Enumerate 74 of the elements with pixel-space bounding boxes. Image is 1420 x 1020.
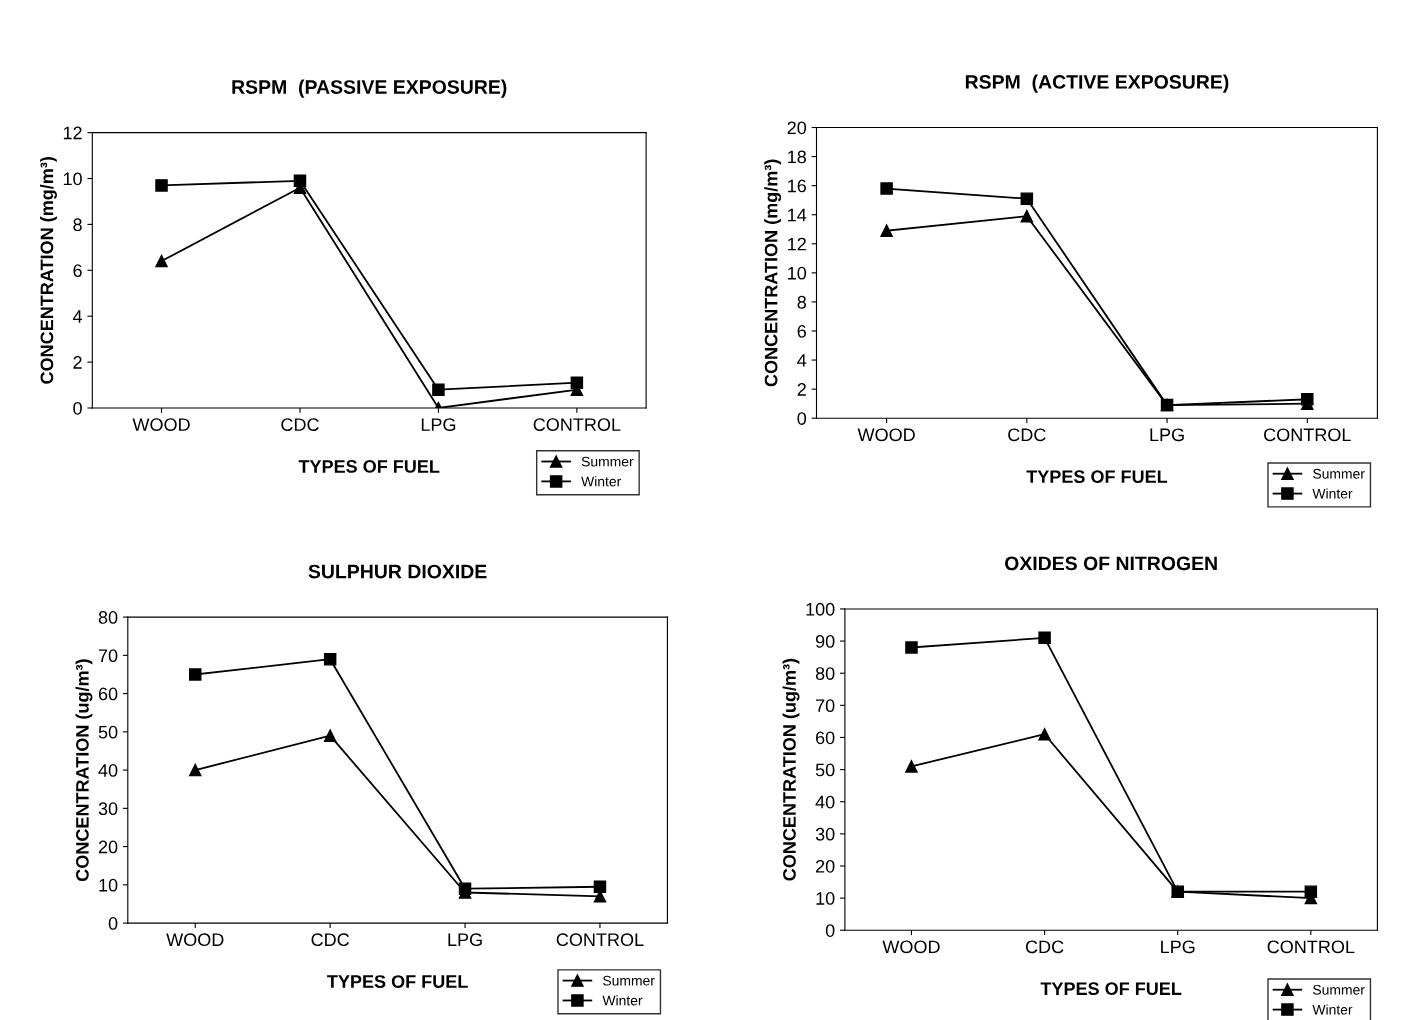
legend-label: Winter (581, 476, 622, 487)
y-tick-label: 18 (788, 150, 806, 164)
y-tick-label: 100 (806, 602, 835, 616)
y-tick-label: 0 (108, 917, 118, 930)
y-tick-label: 10 (788, 266, 807, 280)
x-tick-label: WOOD (857, 428, 915, 442)
x-axis-title: TYPES OF FUEL (327, 975, 468, 988)
x-tick-label: LPG (421, 418, 456, 431)
y-tick-label: 6 (797, 324, 806, 338)
x-tick-label: CONTROL (1267, 940, 1355, 954)
x-tick-label: WOOD (132, 418, 190, 431)
chart-title: RSPM (PASSIVE EXPOSURE) (232, 79, 507, 98)
y-tick-label: 40 (98, 764, 118, 777)
y-tick-label: 50 (815, 763, 835, 777)
x-tick-label: CDC (311, 933, 350, 947)
y-tick-label: 70 (816, 699, 835, 713)
chart-title: SULPHUR DIOXIDE (308, 564, 487, 579)
x-tick-label: LPG (1150, 428, 1184, 442)
y-tick-label: 12 (63, 126, 82, 140)
y-tick-label: 0 (825, 924, 835, 937)
x-axis-title: TYPES OF FUEL (1026, 470, 1168, 484)
x-axis-title: TYPES OF FUEL (1040, 982, 1182, 996)
y-tick-label: 4 (797, 354, 807, 367)
y-tick-label: 10 (99, 878, 118, 892)
y-tick-label: 0 (73, 401, 82, 415)
y-tick-label: 80 (98, 611, 118, 624)
y-tick-label: 6 (73, 264, 82, 278)
x-tick-label: WOOD (166, 933, 224, 947)
x-tick-label: LPG (1161, 940, 1195, 954)
y-tick-label: 8 (797, 295, 806, 309)
x-tick-label: CONTROL (556, 933, 644, 947)
legend-label: Summer (1313, 984, 1365, 995)
y-axis-title: CONCENTRATION (mg/m³) (764, 159, 782, 387)
y-axis-title: CONCENTRATION (ug/m³) (782, 658, 800, 881)
y-tick-label: 30 (815, 827, 835, 841)
y-tick-label: 20 (787, 121, 807, 135)
y-tick-label: 0 (797, 412, 807, 425)
y-tick-label: 4 (72, 310, 83, 323)
x-tick-label: LPG (448, 933, 482, 947)
y-tick-label: 12 (788, 237, 806, 251)
x-tick-label: CDC (1008, 428, 1046, 442)
y-tick-label: 20 (98, 840, 118, 854)
x-axis-title: TYPES OF FUEL (298, 460, 440, 473)
legend-label: Winter (1312, 1004, 1353, 1015)
y-tick-label: 2 (797, 383, 806, 396)
y-axis-title: CONCENTRATION (mg/m³) (40, 157, 57, 384)
legend-label: Summer (581, 456, 634, 467)
y-tick-label: 16 (788, 179, 806, 193)
y-tick-label: 70 (98, 649, 118, 663)
y-tick-label: 60 (98, 687, 118, 701)
y-tick-label: 30 (98, 802, 118, 816)
y-tick-label: 14 (788, 208, 807, 222)
x-tick-label: WOOD (882, 940, 940, 954)
x-tick-label: CONTROL (533, 418, 621, 431)
y-tick-label: 60 (816, 731, 835, 745)
y-axis-title: CONCENTRATION (ug/m³) (75, 659, 93, 882)
y-tick-label: 2 (73, 356, 82, 369)
x-tick-label: CDC (281, 418, 319, 431)
y-tick-label: 90 (815, 635, 835, 648)
legend-label: Summer (603, 975, 655, 986)
y-tick-label: 50 (98, 725, 118, 739)
y-tick-label: 10 (63, 172, 82, 186)
legend-label: Summer (1313, 468, 1365, 479)
chart-title: OXIDES OF NITROGEN (1005, 556, 1217, 571)
y-tick-label: 20 (816, 859, 835, 873)
y-tick-label: 40 (815, 795, 835, 809)
legend-label: Winter (1312, 488, 1353, 499)
y-tick-label: 80 (815, 667, 835, 680)
x-tick-label: CONTROL (1264, 428, 1351, 442)
y-tick-label: 10 (816, 892, 835, 905)
x-tick-label: CDC (1025, 940, 1064, 954)
chart-title: RSPM (ACTIVE EXPOSURE) (965, 74, 1229, 93)
legend-label: Winter (602, 995, 643, 1006)
y-tick-label: 8 (73, 218, 82, 232)
